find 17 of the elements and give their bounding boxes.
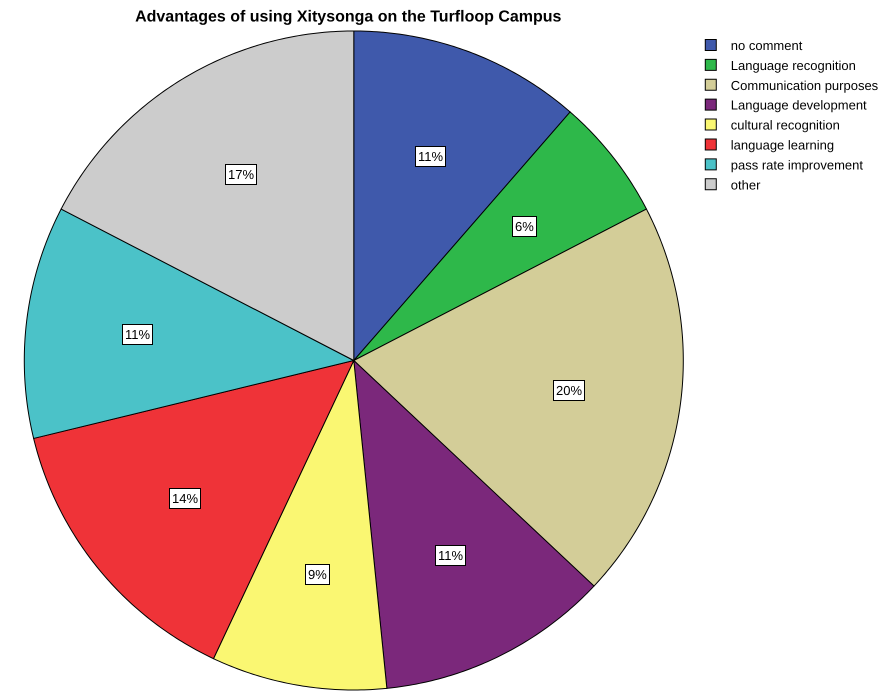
legend-label: Language development	[730, 98, 868, 113]
data-label: 6%	[515, 219, 534, 234]
legend-label: pass rate improvement	[730, 157, 864, 172]
data-label: 20%	[556, 383, 582, 398]
legend-label: no comment	[730, 38, 803, 54]
legend-label: language learning	[730, 138, 834, 153]
data-label: 17%	[228, 167, 254, 182]
chart-title: Advantages of using Xitysonga on the Turfloop Campus	[135, 8, 562, 26]
data-label: 14%	[172, 491, 198, 506]
data-label: 11%	[125, 327, 150, 342]
data-label: 11%	[438, 548, 464, 563]
data-label: 9%	[308, 567, 328, 582]
legend-label: Communication purposes	[730, 78, 879, 93]
legend-label: cultural recognition	[730, 118, 840, 133]
legend-label: Language recognition	[730, 58, 856, 73]
legend-label: other	[730, 177, 762, 192]
data-label: 11%	[418, 149, 444, 164]
